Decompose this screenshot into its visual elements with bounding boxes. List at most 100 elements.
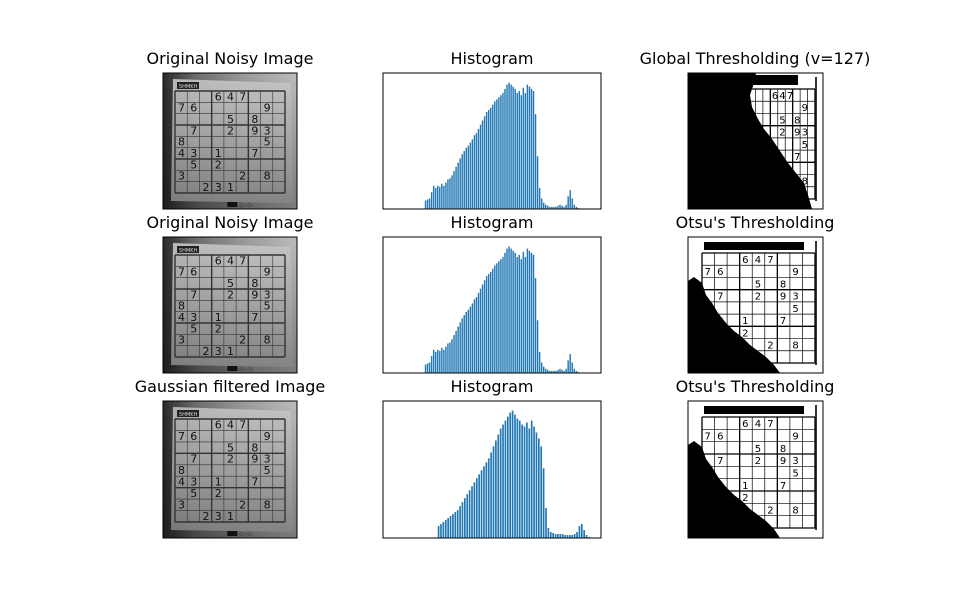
threshold-digit: 8 — [794, 115, 800, 126]
histogram-bar — [459, 322, 461, 373]
histogram-bar — [524, 93, 527, 209]
threshold-digit: 3 — [742, 518, 748, 529]
histogram-bar — [495, 440, 497, 538]
histogram-bar — [492, 104, 494, 209]
sudoku-digit: 3 — [178, 334, 185, 347]
sudoku-digit: 2 — [203, 345, 210, 358]
histogram-bar — [481, 284, 484, 373]
histogram-bar — [520, 95, 523, 209]
threshold-digit: 7 — [780, 481, 786, 492]
histogram-bar — [457, 326, 459, 373]
sudoku-digit: 3 — [178, 170, 185, 183]
sudoku-digit: 4 — [178, 311, 185, 324]
histogram-bar — [426, 363, 429, 373]
sudoku-digit: 8 — [264, 170, 271, 183]
photo-shading — [163, 237, 297, 373]
threshold-digit: 8 — [802, 177, 808, 188]
histogram-bar — [469, 306, 472, 373]
histogram-bar — [504, 420, 507, 538]
sudoku-header-text: 5HMKH — [179, 412, 198, 418]
histogram-bar — [585, 535, 588, 538]
threshold-digit: 8 — [780, 279, 786, 290]
histogram-bar — [502, 424, 504, 538]
sudoku-digit: 5 — [227, 441, 234, 454]
sudoku-digit: 5 — [190, 322, 197, 335]
histogram-bar — [477, 292, 480, 373]
threshold-digit: 5 — [779, 115, 785, 126]
histogram-bar — [424, 364, 427, 373]
histogram-bar — [496, 99, 498, 209]
sudoku-header-text: 5HMKH — [179, 248, 198, 254]
sudoku-digit: 2 — [215, 322, 222, 335]
threshold-digit: 2 — [742, 328, 748, 339]
frame-r1c1 — [162, 72, 298, 210]
sudoku-digit: 8 — [251, 113, 258, 126]
title-histogram-1: Histogram — [451, 49, 534, 68]
threshold-digit: 7 — [717, 456, 723, 467]
sudoku-digit: 8 — [178, 300, 185, 313]
sudoku-digit: 9 — [264, 102, 271, 115]
threshold-digit: 7 — [787, 91, 793, 102]
threshold-digit: 6 — [742, 255, 748, 266]
sudoku-digit: 4 — [227, 254, 234, 267]
threshold-digit: 3 — [792, 292, 798, 303]
sudoku-digit: 1 — [227, 510, 234, 523]
threshold-digit: 9 — [792, 267, 798, 278]
histogram-bar — [516, 257, 518, 373]
histogram-bar — [567, 360, 569, 373]
frame-r2c1 — [162, 236, 298, 374]
sudoku-digit: 7 — [251, 147, 258, 160]
histogram-bar — [447, 343, 449, 373]
histogram-bar — [508, 246, 510, 373]
histogram-bar — [553, 370, 555, 373]
histogram-bar — [528, 250, 531, 373]
threshold-digit: 7 — [780, 316, 786, 327]
threshold-image-otsu-2: 6 4 77 6 95 87 2 9 38 54 3 1 75 23 2 82 3 1 — [688, 401, 823, 538]
sudoku-digit: 8 — [251, 277, 258, 290]
histogram-bar — [492, 268, 494, 373]
title-original-noisy-2: Original Noisy Image — [147, 213, 314, 232]
sudoku-footer-text: Q+-Ch — [239, 367, 253, 372]
sudoku-digit: 7 — [190, 124, 197, 137]
sudoku-header-block — [177, 82, 199, 89]
sudoku-digit: 2 — [203, 510, 210, 523]
sudoku-digit: 3 — [190, 476, 197, 489]
threshold-digit: 2 — [772, 164, 778, 175]
sudoku-digit: 7 — [251, 476, 258, 489]
threshold-digit: 3 — [717, 481, 723, 492]
threshold-digit: 1 — [755, 518, 761, 529]
edge-noise — [815, 241, 817, 365]
histogram-bar — [457, 162, 459, 209]
histogram-bar — [514, 414, 516, 538]
histogram-bar — [508, 82, 510, 209]
threshold-digit: 2 — [767, 341, 773, 352]
histogram-bar — [466, 494, 469, 538]
sudoku-digit: 3 — [264, 288, 271, 301]
histogram-bar — [565, 204, 567, 209]
threshold-digit: 8 — [705, 304, 711, 315]
histogram-bar — [557, 534, 559, 538]
threshold-digit: 7 — [705, 431, 711, 442]
sudoku-digit: 6 — [190, 102, 197, 115]
threshold-digit: 4 — [755, 419, 761, 430]
sudoku-digit: 8 — [178, 136, 185, 149]
sudoku-digit: 4 — [178, 147, 185, 160]
histogram-bar — [455, 166, 457, 209]
threshold-digit: 8 — [705, 468, 711, 479]
sudoku-digit: 6 — [215, 254, 222, 267]
histogram-bar — [569, 354, 571, 373]
histogram-bar — [477, 128, 480, 209]
histogram-bar — [449, 516, 452, 538]
histogram-bar — [499, 428, 502, 538]
threshold-image-global: 6 4 795 82 9 351 722 83 1 — [688, 73, 823, 209]
histogram-bar — [561, 369, 563, 373]
threshold-digit: 2 — [742, 493, 748, 504]
frame-r1c3 — [687, 72, 824, 210]
sudoku-digit: 7 — [178, 266, 185, 279]
histogram-bar — [583, 530, 586, 538]
histogram-bar — [434, 351, 437, 373]
threshold-digit: 1 — [742, 316, 748, 327]
histogram-bar — [520, 259, 523, 373]
histogram-bar — [487, 109, 490, 209]
